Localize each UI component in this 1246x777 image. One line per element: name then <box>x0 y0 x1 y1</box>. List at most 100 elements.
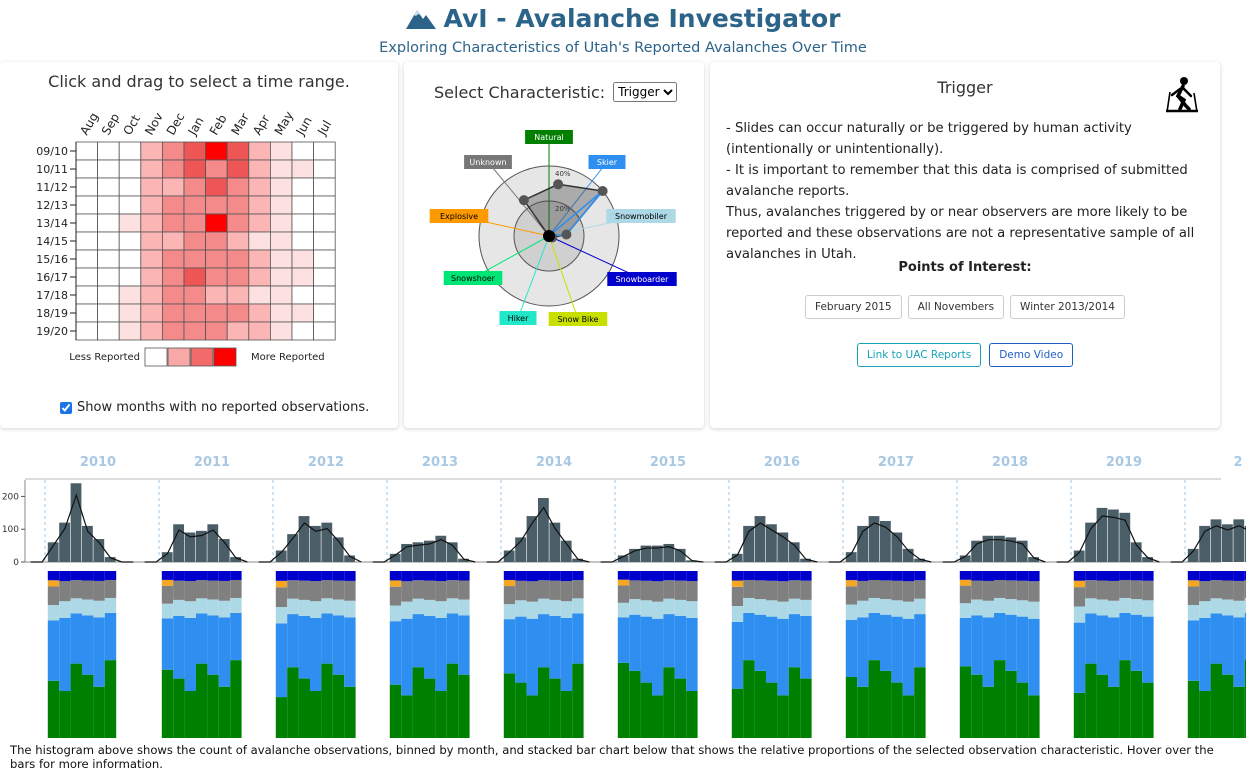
heatmap-cell[interactable] <box>226 267 250 287</box>
stack-segment[interactable] <box>1187 680 1200 738</box>
hist-bar[interactable] <box>1199 525 1210 562</box>
stack-segment[interactable] <box>310 691 322 738</box>
stack-segment[interactable] <box>321 571 333 581</box>
heatmap-cell[interactable] <box>140 141 163 161</box>
stack-segment[interactable] <box>891 600 903 617</box>
stack-segment[interactable] <box>47 620 60 681</box>
stack-segment[interactable] <box>1085 598 1097 614</box>
stack-segment[interactable] <box>663 614 675 668</box>
stack-segment[interactable] <box>70 580 82 599</box>
stack-segment[interactable] <box>743 597 755 613</box>
heatmap-cell[interactable] <box>248 141 271 161</box>
stack-segment[interactable] <box>1233 580 1245 601</box>
stack-segment[interactable] <box>1073 587 1086 607</box>
stack-segment[interactable] <box>321 598 333 614</box>
hist-bar[interactable] <box>332 537 344 562</box>
stack-segment[interactable] <box>640 616 652 683</box>
stack-segment[interactable] <box>458 615 470 675</box>
stack-segment[interactable] <box>332 674 345 738</box>
stack-segment[interactable] <box>652 581 664 602</box>
heatmap-cell[interactable] <box>118 195 142 215</box>
heatmap-cell[interactable] <box>183 213 207 233</box>
stack-segment[interactable] <box>982 600 994 618</box>
stack-segment[interactable] <box>321 613 333 664</box>
stack-segment[interactable] <box>298 615 310 679</box>
stack-segment[interactable] <box>777 571 789 582</box>
heatmap-cell[interactable] <box>248 159 271 179</box>
hist-bar[interactable] <box>743 525 754 562</box>
stack-segment[interactable] <box>82 580 94 600</box>
heatmap-cell[interactable] <box>118 231 142 251</box>
heatmap-cell[interactable] <box>161 267 185 287</box>
hist-bar[interactable] <box>857 525 868 562</box>
stack-segment[interactable] <box>1108 600 1120 618</box>
stack-segment[interactable] <box>173 678 185 738</box>
stack-segment[interactable] <box>207 615 219 675</box>
stack-segment[interactable] <box>538 667 550 738</box>
heatmap-cell[interactable] <box>248 321 271 341</box>
stack-segment[interactable] <box>971 580 983 600</box>
heatmap-cell[interactable] <box>248 213 271 233</box>
stack-segment[interactable] <box>412 571 424 581</box>
stack-segment[interactable] <box>766 616 778 683</box>
heatmap-cell[interactable] <box>205 249 228 269</box>
stack-segment[interactable] <box>503 586 516 605</box>
heatmap-cell[interactable] <box>75 303 99 323</box>
stack-segment[interactable] <box>1073 606 1086 623</box>
stack-segment[interactable] <box>1096 615 1108 675</box>
stack-segment[interactable] <box>652 601 664 619</box>
heatmap-cell[interactable] <box>248 303 271 323</box>
stack-segment[interactable] <box>1199 571 1211 582</box>
stack-segment[interactable] <box>663 598 675 615</box>
stack-segment[interactable] <box>275 697 288 738</box>
hist-bar[interactable] <box>59 522 70 562</box>
heatmap-cell[interactable] <box>205 159 228 179</box>
stack-segment[interactable] <box>1005 599 1017 615</box>
heatmap-cell[interactable] <box>118 177 142 197</box>
stack-segment[interactable] <box>868 571 880 580</box>
stack-segment[interactable] <box>857 580 869 601</box>
hist-bar[interactable] <box>287 534 298 562</box>
stack-segment[interactable] <box>412 614 424 668</box>
stack-segment[interactable] <box>880 571 892 581</box>
stack-segment[interactable] <box>93 571 105 581</box>
stack-segment[interactable] <box>184 601 196 618</box>
stack-segment[interactable] <box>1233 571 1245 581</box>
stack-segment[interactable] <box>652 571 664 582</box>
heatmap-cell[interactable] <box>140 303 163 323</box>
heatmap-cell[interactable] <box>205 231 228 251</box>
demo-video-button[interactable]: Demo Video <box>989 343 1074 367</box>
stack-segment[interactable] <box>549 580 561 600</box>
stack-segment[interactable] <box>754 571 766 581</box>
stack-segment[interactable] <box>526 601 538 619</box>
stack-segment[interactable] <box>549 615 561 679</box>
stack-segment[interactable] <box>959 579 972 586</box>
stack-segment[interactable] <box>959 585 972 604</box>
stack-segment[interactable] <box>82 599 94 616</box>
heatmap-cell[interactable] <box>75 249 99 269</box>
hist-bar[interactable] <box>1016 540 1028 562</box>
stack-segment[interactable] <box>515 682 527 738</box>
stack-segment[interactable] <box>686 691 698 738</box>
stack-segment[interactable] <box>845 580 858 587</box>
stack-segment[interactable] <box>1244 571 1246 580</box>
stack-segment[interactable] <box>959 666 972 738</box>
stack-segment[interactable] <box>344 617 356 687</box>
hist-bar[interactable] <box>994 535 1005 562</box>
hist-bar[interactable] <box>880 521 891 562</box>
stack-segment[interactable] <box>435 691 447 738</box>
stack-segment[interactable] <box>230 571 242 580</box>
heatmap-cell[interactable] <box>269 267 293 287</box>
show-empty-months-checkbox[interactable] <box>60 401 72 414</box>
stack-segment[interactable] <box>59 581 71 602</box>
stack-segment[interactable] <box>310 581 322 602</box>
stack-segment[interactable] <box>982 617 994 687</box>
heatmap-cell[interactable] <box>75 231 99 251</box>
heatmap-cell[interactable] <box>183 249 207 269</box>
stack-segment[interactable] <box>298 599 310 616</box>
stack-segment[interactable] <box>401 571 413 582</box>
stack-segment[interactable] <box>959 571 972 580</box>
hist-bar[interactable] <box>800 558 811 562</box>
hist-bar[interactable] <box>298 516 310 562</box>
hist-bar[interactable] <box>1119 512 1131 562</box>
